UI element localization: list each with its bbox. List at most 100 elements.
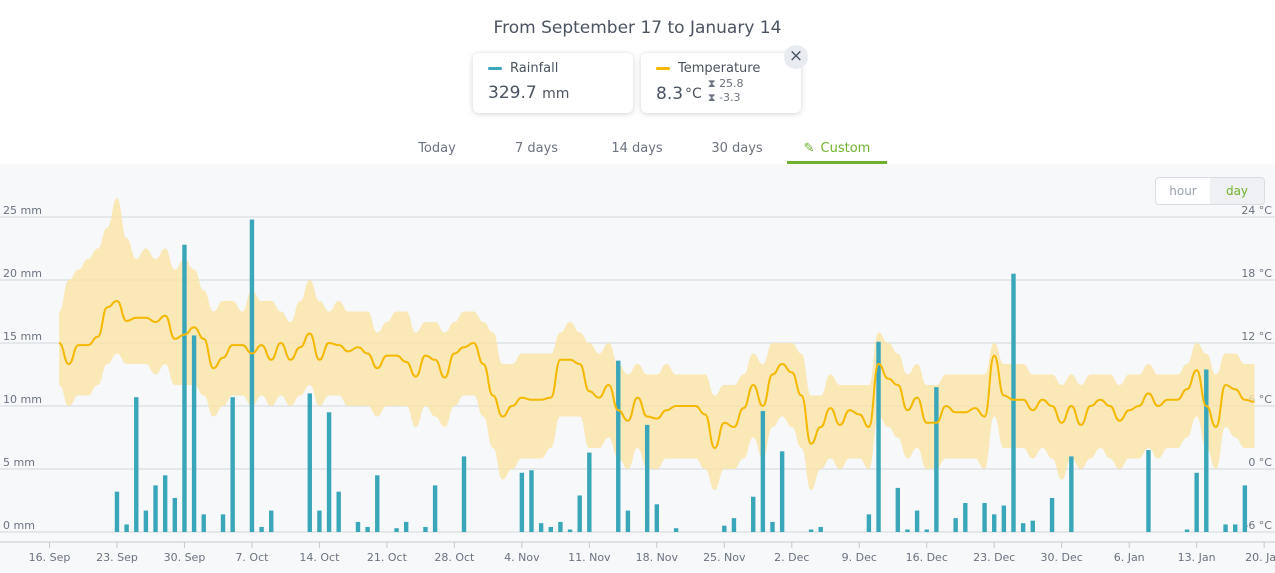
rainfall-bar <box>355 521 361 532</box>
rainfall-bar <box>1223 524 1228 532</box>
rainfall-bar <box>162 475 168 532</box>
rainfall-label: Rainfall <box>510 61 559 76</box>
rainfall-bar <box>818 526 823 532</box>
rainfall-bar <box>616 360 621 532</box>
tab-14-days[interactable]: 14 days <box>611 141 663 156</box>
x-tick-label: 14. Oct <box>299 551 340 564</box>
rainfall-bar <box>1001 505 1007 532</box>
x-tick-label: 16. Sep <box>29 551 71 564</box>
rainfall-bar <box>924 529 929 532</box>
rainfall-bar <box>866 514 872 532</box>
rainfall-bar <box>336 491 341 532</box>
rainfall-bar <box>259 526 264 532</box>
rainfall-bar <box>403 521 409 532</box>
rainfall-bar <box>201 514 206 532</box>
temperature-swatch <box>656 67 670 70</box>
min-icon: ⧗ <box>707 91 716 104</box>
rainfall-bar <box>760 411 766 532</box>
rainfall-bar <box>529 470 534 532</box>
hour-toggle[interactable]: hour <box>1169 184 1197 198</box>
rainfall-bar <box>751 496 756 532</box>
rainfall-bar <box>731 518 737 532</box>
tab-30-days[interactable]: 30 days <box>711 141 763 156</box>
rainfall-bar <box>644 424 650 532</box>
x-tick-label: 7. Oct <box>235 551 269 564</box>
range-tabs: Today 7 days 14 days 30 days ✎ Custom <box>0 134 1275 164</box>
rainfall-bar <box>230 397 235 532</box>
temperature-avg-line <box>58 299 1255 450</box>
y-right-tick-label: 0 °C <box>1248 456 1272 469</box>
temperature-unit: °C <box>685 86 702 102</box>
temperature-card: Temperature 8.3 °C ⧗ 25.8 ⧗ -3.3 <box>641 53 801 113</box>
temperature-label: Temperature <box>678 61 761 76</box>
x-tick-label: 21. Oct <box>367 551 408 564</box>
x-tick-label: 28. Oct <box>434 551 475 564</box>
rainfall-bar <box>779 451 785 532</box>
rainfall-bar <box>567 529 573 532</box>
x-tick-label: 20. Jan <box>1245 551 1275 564</box>
rainfall-bar <box>963 503 968 532</box>
max-icon: ⧗ <box>707 77 716 90</box>
x-tick-label: 9. Dec <box>842 551 877 564</box>
tab-7-days[interactable]: 7 days <box>514 141 559 156</box>
x-tick-label: 13. Jan <box>1178 551 1216 564</box>
x-tick-label: 18. Nov <box>636 551 679 564</box>
rainfall-bar <box>876 341 881 532</box>
y-left-tick-label: 25 mm <box>3 204 42 217</box>
rainfall-bar <box>1069 456 1074 532</box>
rainfall-bar <box>934 387 939 532</box>
rainfall-unit: mm <box>542 86 570 102</box>
rainfall-bar <box>269 510 274 532</box>
y-left-tick-label: 10 mm <box>3 393 42 406</box>
y-right-tick-label: 12 °C <box>1241 330 1272 343</box>
rainfall-bar <box>326 412 332 532</box>
rainfall-bar <box>914 510 920 532</box>
rainfall-bar <box>172 497 178 532</box>
x-tick-label: 25. Nov <box>703 551 746 564</box>
x-tick-label: 2. Dec <box>774 551 809 564</box>
y-right-tick-label: 18 °C <box>1241 267 1272 280</box>
rainfall-bar <box>953 518 958 532</box>
day-toggle[interactable]: day <box>1210 178 1264 204</box>
y-right-tick-label: 24 °C <box>1241 204 1272 217</box>
rainfall-bar <box>808 529 814 532</box>
rainfall-card: Rainfall 329.7 mm <box>473 53 633 113</box>
rainfall-bar <box>905 529 910 532</box>
rainfall-bar <box>461 456 467 532</box>
tab-custom[interactable]: ✎ Custom <box>787 134 887 164</box>
rainfall-bar <box>654 504 660 532</box>
rainfall-bar <box>1242 485 1248 532</box>
rainfall-bar <box>220 514 226 532</box>
y-left-tick-label: 15 mm <box>3 330 42 343</box>
rainfall-bar <box>249 219 255 532</box>
rainfall-bar <box>375 475 380 532</box>
page-title: From September 17 to January 14 <box>493 18 782 38</box>
rainfall-bar <box>1049 497 1055 532</box>
x-tick-label: 30. Dec <box>1041 551 1083 564</box>
resolution-toggle: hour day <box>1155 177 1265 205</box>
rainfall-bar <box>538 523 544 532</box>
rainfall-bar <box>1030 520 1035 532</box>
rainfall-bar <box>1011 273 1016 532</box>
rainfall-swatch <box>488 67 502 70</box>
y-left-tick-label: 0 mm <box>3 519 35 532</box>
rainfall-bar <box>722 525 727 532</box>
rainfall-bar <box>982 503 987 532</box>
rainfall-bar <box>114 491 120 532</box>
rainfall-bar <box>182 244 187 532</box>
rainfall-bar <box>124 524 129 532</box>
rainfall-bar <box>895 487 901 532</box>
tab-today[interactable]: Today <box>418 141 456 156</box>
rainfall-bar <box>153 485 158 532</box>
rainfall-bar <box>423 526 428 532</box>
rainfall-bar <box>770 521 775 532</box>
close-icon[interactable]: × <box>784 45 808 69</box>
rainfall-bar <box>548 526 553 532</box>
x-tick-label: 23. Dec <box>973 551 1015 564</box>
rainfall-bar <box>317 510 322 532</box>
y-left-tick-label: 5 mm <box>3 456 35 469</box>
rainfall-bar <box>577 495 582 532</box>
rainfall-bar <box>992 514 997 532</box>
temperature-min: -3.3 <box>719 91 741 104</box>
